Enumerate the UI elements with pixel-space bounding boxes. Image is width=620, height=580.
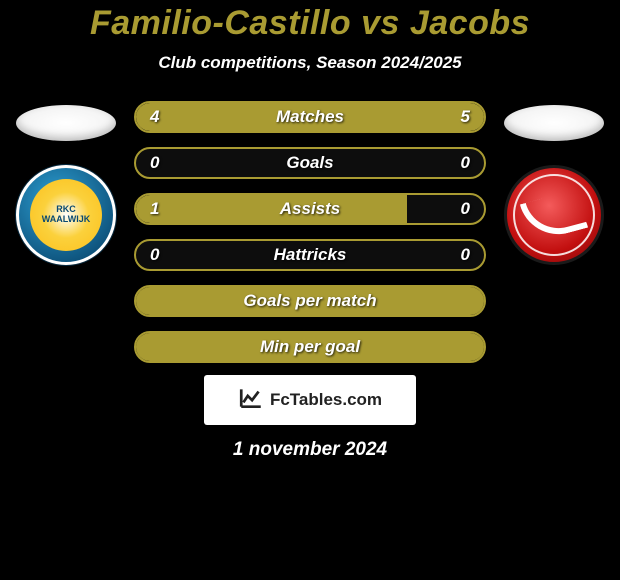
stat-label: Assists (280, 199, 340, 219)
comparison-card: Familio-Castillo vs Jacobs Club competit… (0, 0, 620, 461)
stat-label: Min per goal (260, 337, 360, 357)
club-crest-left: RKC WAALWIJK (16, 165, 116, 265)
stat-label: Hattricks (274, 245, 347, 265)
stat-bar-min-per-goal: Min per goal (134, 331, 486, 363)
watermark[interactable]: FcTables.com (204, 375, 416, 425)
stat-label: Matches (276, 107, 344, 127)
page-subtitle: Club competitions, Season 2024/2025 (0, 53, 620, 73)
stat-value-right: 5 (461, 107, 470, 127)
stat-value-left: 1 (150, 199, 159, 219)
stat-value-right: 0 (461, 153, 470, 173)
stat-value-right: 0 (461, 245, 470, 265)
watermark-text: FcTables.com (270, 390, 382, 410)
main-row: RKC WAALWIJK 4 Matches 5 0 Goals 0 1 Assists 0 0 H… (0, 101, 620, 363)
stat-value-left: 0 (150, 245, 159, 265)
stat-label: Goals (286, 153, 333, 173)
stat-bar-goals: 0 Goals 0 (134, 147, 486, 179)
page-title: Familio-Castillo vs Jacobs (0, 4, 620, 43)
club-crest-left-label: RKC WAALWIJK (30, 179, 102, 251)
stat-value-left: 4 (150, 107, 159, 127)
left-side: RKC WAALWIJK (16, 105, 116, 265)
stat-value-right: 0 (461, 199, 470, 219)
stat-bar-matches: 4 Matches 5 (134, 101, 486, 133)
player-right-silhouette (504, 105, 604, 141)
chart-icon (238, 385, 264, 416)
stat-bar-assists: 1 Assists 0 (134, 193, 486, 225)
bar-fill-left (136, 195, 407, 223)
stat-bar-goals-per-match: Goals per match (134, 285, 486, 317)
stat-value-left: 0 (150, 153, 159, 173)
right-side (504, 105, 604, 265)
stat-bar-hattricks: 0 Hattricks 0 (134, 239, 486, 271)
stat-bars: 4 Matches 5 0 Goals 0 1 Assists 0 0 Hattricks 0 Goal… (134, 101, 486, 363)
footer-date: 1 november 2024 (0, 439, 620, 461)
stat-label: Goals per match (243, 291, 376, 311)
club-crest-right (504, 165, 604, 265)
player-left-silhouette (16, 105, 116, 141)
